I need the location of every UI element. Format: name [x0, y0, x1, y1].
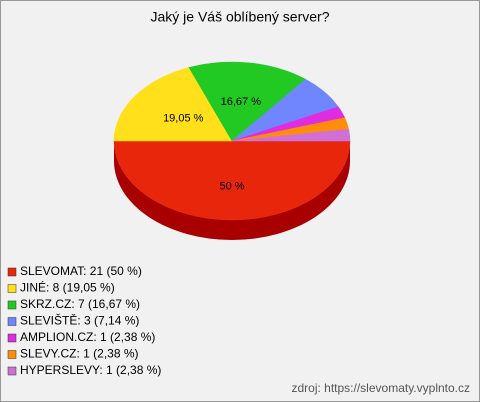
slice — [113, 67, 233, 142]
legend-swatch — [7, 366, 17, 376]
legend-label: HYPERSLEVY: 1 (2,38 %) — [20, 363, 161, 377]
legend-label: SKRZ.CZ: 7 (16,67 %) — [20, 297, 140, 311]
legend-swatch — [7, 300, 17, 310]
data-label: 16,67 % — [221, 96, 262, 108]
legend-label: JINÉ: 8 (19,05 %) — [20, 280, 115, 295]
legend-swatch — [7, 333, 17, 343]
chart-title: Jaký je Váš oblíbený server? — [151, 9, 330, 25]
legend-label: SLEVY.CZ: 1 (2,38 %) — [20, 347, 139, 361]
source-note: zdroj: https://slevomaty.vyplnto.cz — [291, 381, 470, 395]
legend-swatch — [7, 350, 17, 359]
slice-side — [114, 141, 350, 240]
slice — [231, 128, 351, 142]
legend-label: SLEVIŠTĚ: 3 (7,14 %) — [20, 313, 139, 328]
legend-swatch — [7, 267, 17, 277]
data-label: 50 % — [219, 181, 244, 193]
slice — [113, 140, 351, 221]
legend-label: SLEVOMAT: 21 (50 %) — [20, 264, 142, 278]
legend-swatch — [7, 284, 17, 293]
legend-label: AMPLION.CZ: 1 (2,38 %) — [20, 330, 155, 344]
slice — [188, 61, 307, 142]
data-label: 19,05 % — [163, 113, 204, 125]
legend-swatch — [7, 317, 17, 326]
